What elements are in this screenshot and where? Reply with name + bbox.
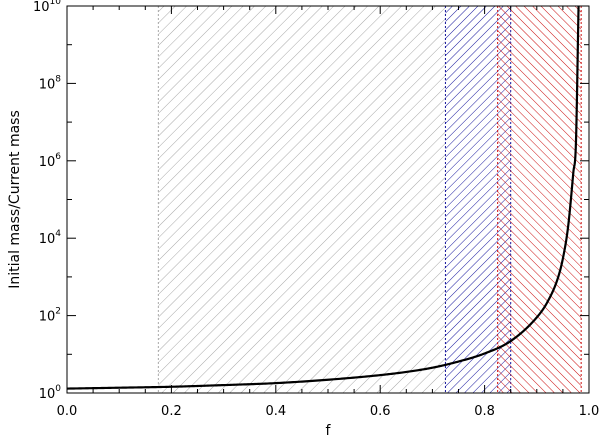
y-tick-label: 1010 [33,0,61,15]
x-tick-label: 0.0 [57,404,78,419]
shaded-region-2 [497,6,582,393]
y-tick-label: 108 [39,74,62,92]
shaded-region-0 [158,6,446,393]
x-tick-label: 1.0 [579,404,600,419]
x-axis-label: f [326,423,332,439]
y-tick-label: 100 [39,384,62,402]
x-tick-label: 0.8 [474,404,495,419]
y-tick-label: 102 [39,307,61,325]
shaded-regions [157,6,582,393]
series-line-0 [67,6,580,390]
y-tick-label: 104 [39,229,62,247]
series-group [67,6,580,390]
y-axis-ticks: 100 102 104 106 108 1010 [33,0,589,402]
x-axis-ticks: 0.0 0.2 0.4 0.6 0.8 1.0 [57,6,600,419]
x-tick-label: 0.2 [161,404,182,419]
x-tick-label: 0.4 [265,404,286,419]
y-tick-label: 106 [39,152,62,170]
x-tick-label: 0.6 [370,404,391,419]
y-axis-label: Initial mass/Current mass [7,110,23,289]
